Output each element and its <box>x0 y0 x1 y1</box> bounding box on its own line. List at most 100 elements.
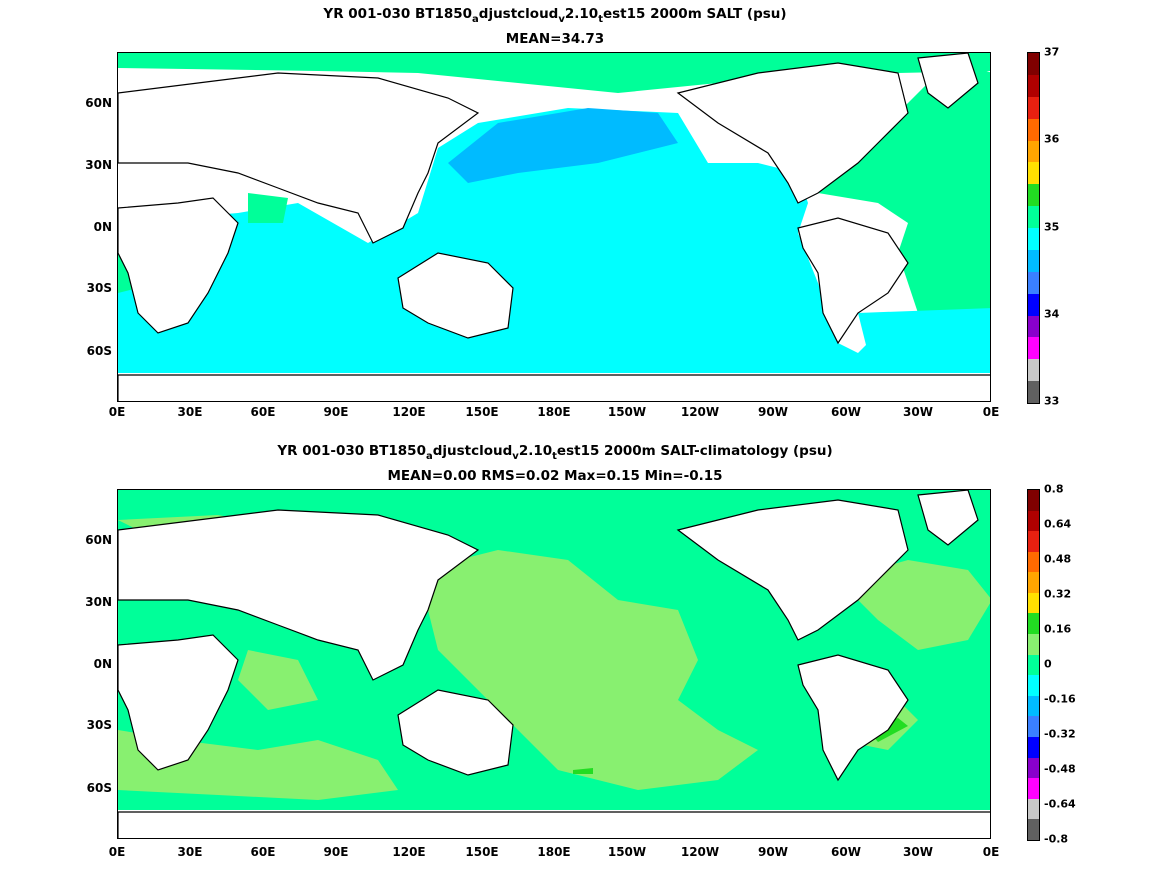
ocean-atlantic <box>808 68 990 313</box>
colorbar-swatch <box>1028 271 1039 294</box>
colorbar-swatch <box>1028 74 1039 97</box>
panel2-lat-label: 30S <box>86 718 112 732</box>
colorbar-label: -0.32 <box>1044 727 1076 741</box>
colorbar-label: 0.16 <box>1044 622 1072 636</box>
panel1-map <box>117 52 991 402</box>
colorbar-label: 0.32 <box>1044 587 1072 601</box>
colorbar-label: 36 <box>1044 132 1060 146</box>
colorbar-label: 33 <box>1044 394 1060 408</box>
lon-label: 150E <box>465 845 499 859</box>
colorbar-swatch <box>1028 315 1039 338</box>
colorbar-label: -0.48 <box>1044 762 1076 776</box>
colorbar-label: 35 <box>1044 220 1060 234</box>
colorbar-swatch <box>1028 249 1039 272</box>
lon-label: 0E <box>108 405 126 419</box>
panel2-lat-label: 30N <box>85 595 112 609</box>
anomaly-strong-positive-patch <box>573 768 593 774</box>
land-south-america <box>797 654 909 782</box>
colorbar-swatch <box>1028 654 1039 676</box>
colorbar-swatch <box>1028 206 1039 228</box>
colorbar-swatch <box>1028 53 1039 75</box>
panel1-lat-label: 30S <box>86 281 112 295</box>
colorbar-swatch <box>1028 798 1039 820</box>
lon-label: 180E <box>537 405 571 419</box>
land-antarctica <box>118 811 990 838</box>
lon-label: 30W <box>903 405 933 419</box>
land-eurasia <box>118 509 480 681</box>
panel1-lat-label: 60N <box>85 96 112 110</box>
colorbar-swatch <box>1028 381 1039 403</box>
colorbar-label: -0.8 <box>1044 832 1069 846</box>
lon-label: 60W <box>831 845 861 859</box>
lon-label: 60E <box>250 405 276 419</box>
lon-label: 0E <box>982 405 1000 419</box>
colorbar-swatch <box>1028 293 1039 316</box>
panel1-subtitle: MEAN=34.73 <box>505 31 605 47</box>
lon-label: 180E <box>537 845 571 859</box>
panel2-map <box>117 489 991 839</box>
lon-label: 90W <box>758 845 788 859</box>
colorbar-label: 0 <box>1044 657 1052 671</box>
colorbar-swatch <box>1028 736 1039 758</box>
ocean-north-pacific-fresh <box>448 108 678 183</box>
panel2-lat-label: 60S <box>86 781 112 795</box>
colorbar-label: 0.64 <box>1044 517 1072 531</box>
colorbar-swatch <box>1028 140 1039 163</box>
lon-label: 120W <box>680 405 720 419</box>
panel1-colorbar <box>1027 52 1040 404</box>
lon-label: 120E <box>392 845 426 859</box>
lon-label: 90E <box>323 845 349 859</box>
panel2-title: YR 001-030 BT1850adjustcloudv2.10test15 … <box>277 443 833 462</box>
land-greenland <box>917 490 979 546</box>
colorbar-swatch <box>1028 510 1039 532</box>
lon-label: 150W <box>607 405 647 419</box>
panel2-map-svg <box>118 490 990 838</box>
anomaly-positive-patch <box>418 550 758 790</box>
colorbar-label: 34 <box>1044 307 1060 321</box>
lon-label: 0E <box>108 845 126 859</box>
panel1-lat-label: 0N <box>93 220 112 234</box>
colorbar-swatch <box>1028 716 1039 737</box>
lon-label: 150E <box>465 405 499 419</box>
lon-label: 60E <box>250 845 276 859</box>
colorbar-label: -0.16 <box>1044 692 1076 706</box>
colorbar-swatch <box>1028 490 1039 511</box>
lon-label: 30E <box>177 405 203 419</box>
colorbar-label: -0.64 <box>1044 797 1076 811</box>
lon-label: 0E <box>982 845 1000 859</box>
land-greenland <box>917 53 979 109</box>
panel1-map-svg <box>118 53 990 401</box>
colorbar-swatch <box>1028 592 1039 614</box>
colorbar-label: 0.8 <box>1044 482 1064 496</box>
land-antarctica <box>118 374 990 401</box>
panel2-colorbar <box>1027 489 1040 841</box>
land-africa <box>118 634 239 771</box>
panel1-lat-label: 60S <box>86 344 112 358</box>
panel1-lat-label: 30N <box>85 158 112 172</box>
colorbar-swatch <box>1028 337 1039 360</box>
land-australia <box>397 689 514 776</box>
ocean-arctic <box>118 53 990 93</box>
anomaly-positive-patch <box>238 650 318 710</box>
colorbar-label: 37 <box>1044 45 1060 59</box>
colorbar-label: 0.48 <box>1044 552 1072 566</box>
colorbar-swatch <box>1028 778 1039 799</box>
colorbar-swatch <box>1028 531 1039 552</box>
colorbar-swatch <box>1028 551 1039 573</box>
ocean-atlantic-south-fresh <box>858 308 990 353</box>
colorbar-swatch <box>1028 675 1039 696</box>
lon-label: 90E <box>323 405 349 419</box>
land-north-america <box>676 499 909 641</box>
colorbar-swatch <box>1028 572 1039 593</box>
land-australia <box>397 252 514 339</box>
ocean-arabian-sea <box>248 193 288 223</box>
lon-label: 120E <box>392 405 426 419</box>
lon-label: 150W <box>607 845 647 859</box>
panel2-lat-label: 60N <box>85 533 112 547</box>
ocean-indo-pacific <box>118 108 990 373</box>
colorbar-swatch <box>1028 118 1039 141</box>
lon-label: 60W <box>831 405 861 419</box>
panel2-lat-label: 0N <box>93 657 112 671</box>
lon-label: 90W <box>758 405 788 419</box>
panel2-subtitle: MEAN=0.00 RMS=0.02 Max=0.15 Min=-0.15 <box>387 468 723 484</box>
